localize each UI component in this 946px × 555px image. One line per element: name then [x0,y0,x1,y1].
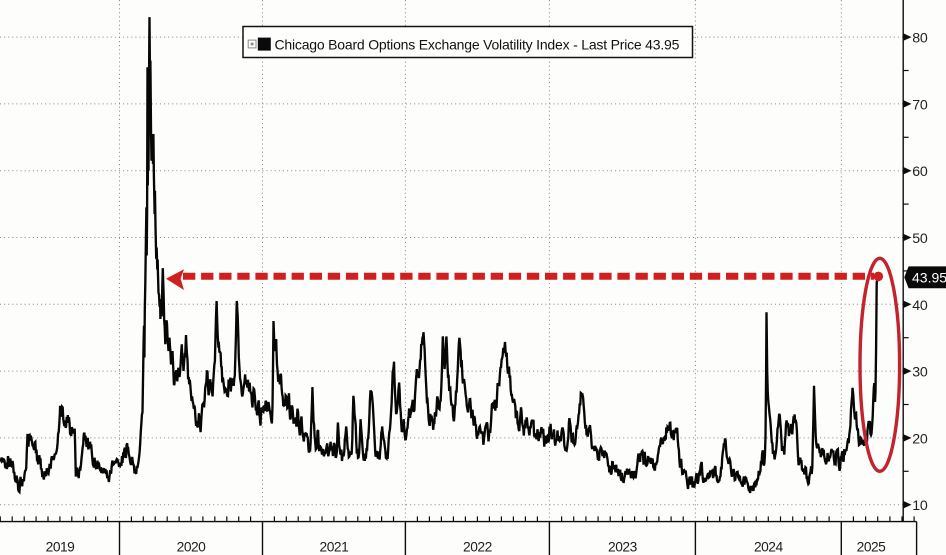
svg-text:80: 80 [912,31,928,47]
svg-text:2022: 2022 [463,540,492,555]
svg-text:2020: 2020 [177,540,207,555]
svg-text:20: 20 [912,431,928,447]
svg-text:2019: 2019 [46,540,76,555]
svg-text:60: 60 [912,164,928,180]
svg-text:70: 70 [912,97,928,113]
svg-text:2024: 2024 [754,540,784,555]
svg-text:40: 40 [912,298,928,314]
svg-text:Chicago Board Options Exchange: Chicago Board Options Exchange Volatilit… [275,36,680,52]
svg-text:50: 50 [912,231,928,247]
svg-text:2023: 2023 [608,540,638,555]
svg-text:43.95: 43.95 [912,269,946,285]
svg-text:2021: 2021 [320,540,349,555]
svg-text:2025: 2025 [857,540,887,555]
svg-text:10: 10 [912,498,928,514]
svg-text:30: 30 [912,365,928,381]
